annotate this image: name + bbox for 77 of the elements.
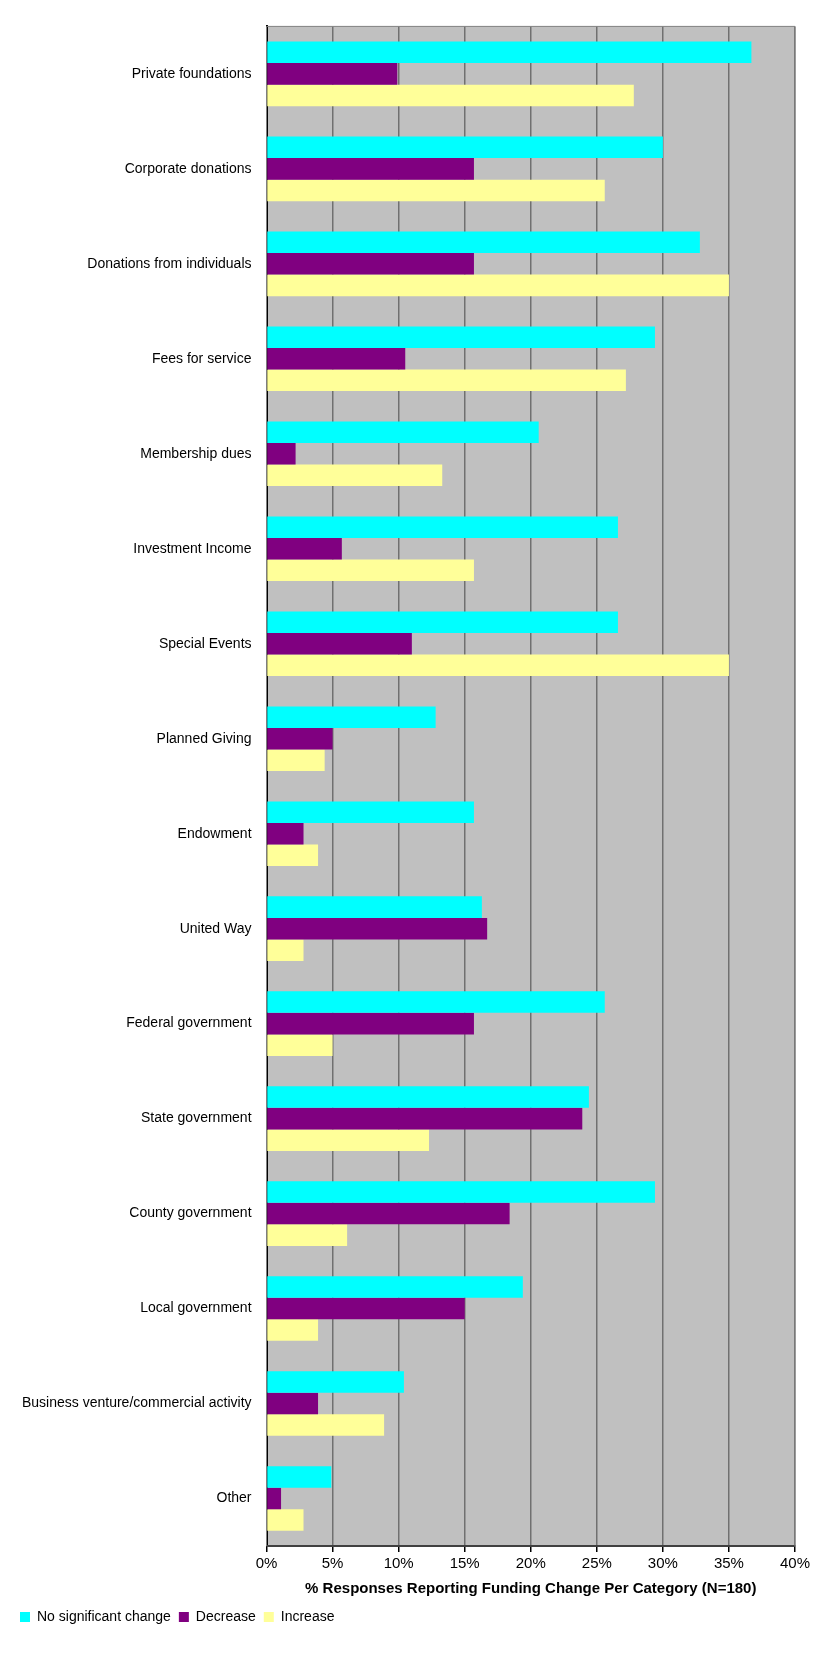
bar xyxy=(267,464,443,487)
bar xyxy=(267,179,605,202)
bar xyxy=(267,348,406,370)
bar xyxy=(267,1276,523,1298)
y-tick-label: Corporate donations xyxy=(124,159,252,176)
bar xyxy=(267,231,700,254)
bar xyxy=(267,559,474,582)
bar xyxy=(267,326,655,349)
y-tick-label: Local government xyxy=(140,1299,252,1316)
bar xyxy=(267,991,605,1013)
bar xyxy=(267,896,482,918)
y-tick-label: Donations from individuals xyxy=(87,254,252,271)
legend-label: Increase xyxy=(280,1607,335,1624)
bar xyxy=(267,939,304,961)
x-tick-label: 20% xyxy=(515,1554,546,1572)
y-tick-label: Fees for service xyxy=(151,349,252,366)
bar xyxy=(267,727,333,750)
bar xyxy=(267,516,618,538)
y-tick-label: Federal government xyxy=(126,1014,252,1031)
y-tick-label: United Way xyxy=(179,919,252,936)
y-tick-label: Other xyxy=(216,1489,252,1506)
bar xyxy=(267,369,626,392)
bar xyxy=(267,1466,332,1488)
bar xyxy=(267,844,319,866)
bar xyxy=(267,1224,348,1246)
bar xyxy=(267,632,412,655)
bar xyxy=(267,1297,465,1320)
legend-label: No significant change xyxy=(37,1607,172,1624)
x-tick-label: 10% xyxy=(383,1554,414,1572)
bar xyxy=(267,917,488,940)
bar xyxy=(267,1086,589,1108)
bar xyxy=(267,654,729,677)
bar xyxy=(267,1371,404,1393)
bar xyxy=(267,611,618,633)
bar xyxy=(267,1414,385,1436)
bar xyxy=(267,274,729,297)
bar xyxy=(267,1107,583,1130)
bar xyxy=(267,253,474,275)
legend-label: Decrease xyxy=(195,1607,256,1624)
bar xyxy=(267,1012,474,1035)
bar xyxy=(267,63,398,85)
bar xyxy=(267,1319,319,1341)
bar xyxy=(267,538,342,560)
bar xyxy=(267,801,474,823)
y-tick-label: Private foundations xyxy=(131,64,252,81)
y-tick-label: Business venture/commercial activity xyxy=(21,1394,252,1411)
x-tick-label: 35% xyxy=(713,1554,744,1572)
y-tick-label: Membership dues xyxy=(140,444,252,461)
bar xyxy=(267,136,663,159)
bar xyxy=(267,1392,319,1415)
x-tick-label: 25% xyxy=(581,1554,612,1572)
bar xyxy=(267,158,474,180)
y-tick-label: Investment Income xyxy=(133,539,252,556)
bar xyxy=(267,41,752,64)
bar xyxy=(267,1129,430,1151)
x-tick-label: 30% xyxy=(647,1554,678,1572)
y-tick-label: Special Events xyxy=(158,634,252,651)
bar xyxy=(267,1202,510,1225)
x-axis-title: % Responses Reporting Funding Change Per Category (N=180) xyxy=(305,1579,757,1597)
bar xyxy=(267,84,634,107)
bar xyxy=(267,1034,333,1056)
x-tick-label: 5% xyxy=(321,1554,344,1572)
y-tick-label: County government xyxy=(129,1204,252,1221)
bar xyxy=(267,1181,655,1203)
y-tick-label: Planned Giving xyxy=(156,729,252,746)
x-tick-label: 15% xyxy=(449,1554,480,1572)
bar xyxy=(267,706,436,728)
bar xyxy=(267,749,325,771)
y-tick-label: Endowment xyxy=(177,824,252,841)
bar xyxy=(267,822,304,845)
bar xyxy=(267,1487,282,1510)
x-tick-label: 0% xyxy=(255,1554,278,1572)
y-tick-label: State government xyxy=(141,1109,252,1126)
bar xyxy=(267,443,296,465)
bar xyxy=(267,421,539,444)
bar xyxy=(267,1509,304,1531)
x-tick-label: 40% xyxy=(779,1554,811,1572)
